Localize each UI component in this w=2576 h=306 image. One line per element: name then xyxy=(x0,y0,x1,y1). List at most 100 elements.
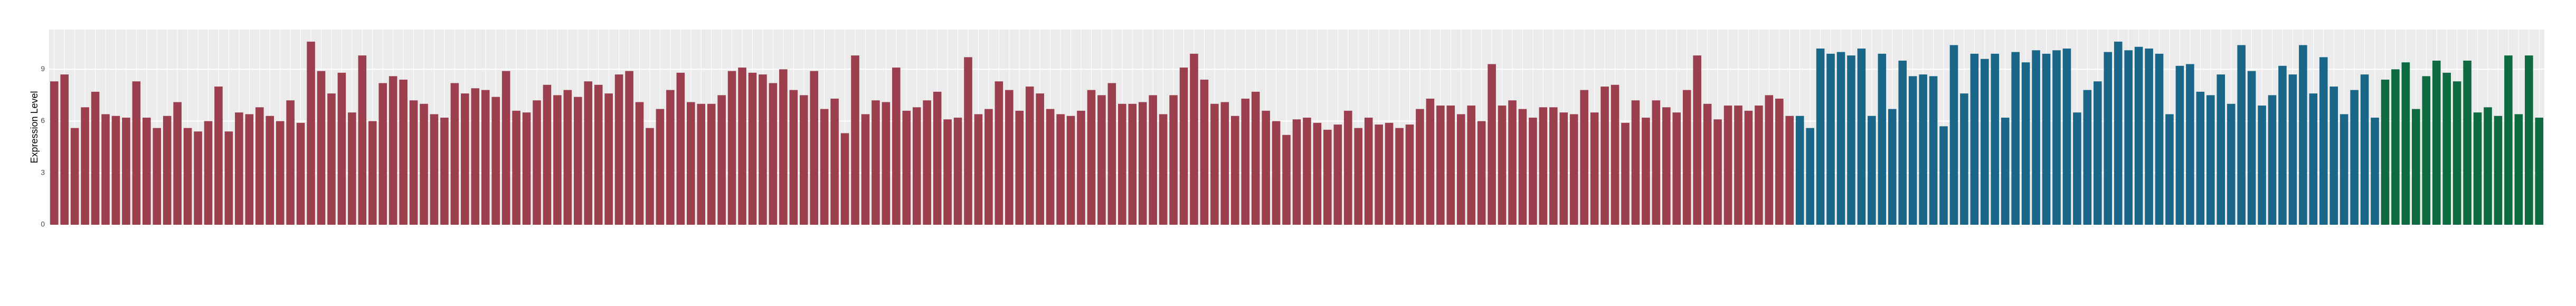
bar xyxy=(2514,114,2523,225)
bar xyxy=(132,81,141,225)
bar xyxy=(1631,100,1640,225)
bar xyxy=(1128,103,1137,225)
bar xyxy=(553,95,562,225)
bar xyxy=(1138,102,1147,225)
bar xyxy=(2032,50,2040,225)
bar xyxy=(676,72,685,225)
bar xyxy=(163,116,172,225)
bar xyxy=(1416,109,1424,225)
bar xyxy=(368,121,377,225)
bar xyxy=(173,102,182,225)
bar xyxy=(1354,128,1362,225)
bar xyxy=(604,93,613,225)
bar xyxy=(2422,76,2431,225)
bar xyxy=(2442,72,2451,225)
bar xyxy=(1929,76,1938,225)
bar xyxy=(656,109,665,225)
bar xyxy=(2175,65,2184,225)
bar xyxy=(194,131,202,225)
bar xyxy=(1087,90,1096,225)
bar xyxy=(1868,116,1876,225)
bar xyxy=(666,90,675,225)
bar xyxy=(1662,107,1671,225)
bar xyxy=(1529,117,1537,225)
bar xyxy=(779,69,788,225)
bar xyxy=(1467,106,1475,225)
bar xyxy=(358,55,367,225)
bar xyxy=(1385,122,1394,225)
bar xyxy=(810,71,819,225)
bar xyxy=(543,84,552,225)
bar xyxy=(2535,117,2544,225)
bar xyxy=(2329,87,2338,225)
bar xyxy=(2401,62,2410,225)
bar xyxy=(2134,46,2143,225)
bar xyxy=(2247,71,2256,225)
bar xyxy=(1046,109,1055,225)
bar xyxy=(882,102,891,225)
bar xyxy=(1652,100,1661,225)
bar xyxy=(2206,95,2215,225)
bar xyxy=(1262,110,1270,225)
bar xyxy=(245,114,254,225)
bar xyxy=(1508,100,1517,225)
bar xyxy=(1036,93,1044,225)
bar xyxy=(687,102,695,225)
bar xyxy=(1005,90,1014,225)
bar xyxy=(574,97,582,225)
bar xyxy=(2094,81,2102,225)
bar xyxy=(481,90,490,225)
bar xyxy=(1190,53,1198,225)
bar xyxy=(2484,107,2492,225)
bar xyxy=(1149,95,1157,225)
bar xyxy=(1488,64,1496,225)
bar xyxy=(2494,116,2503,225)
bar xyxy=(1847,55,1855,225)
bar xyxy=(2340,114,2348,225)
bar xyxy=(2463,60,2471,225)
bar xyxy=(625,71,633,225)
bar xyxy=(1077,110,1085,225)
bar xyxy=(1795,116,1804,225)
bar xyxy=(1693,55,1701,225)
bar xyxy=(1313,122,1322,225)
bar xyxy=(738,68,746,225)
bar xyxy=(1888,109,1897,225)
bar xyxy=(727,71,736,225)
bar xyxy=(183,128,192,225)
bar xyxy=(1282,135,1291,225)
bar xyxy=(2360,74,2369,225)
bar xyxy=(307,41,315,225)
bar xyxy=(1744,110,1753,225)
bar xyxy=(1097,95,1106,225)
bar xyxy=(995,81,1003,225)
bar xyxy=(1272,121,1281,225)
bar xyxy=(91,91,100,225)
bar xyxy=(1672,112,1681,225)
bar xyxy=(820,109,829,225)
bar xyxy=(2073,112,2081,225)
bar xyxy=(491,97,500,225)
bar xyxy=(1970,53,1979,225)
bar xyxy=(101,114,110,225)
bar xyxy=(1878,53,1887,225)
bar xyxy=(2237,45,2246,225)
bar xyxy=(1682,90,1691,225)
bar xyxy=(717,95,726,225)
bar xyxy=(1939,126,1948,225)
bar xyxy=(2011,52,2020,225)
bar xyxy=(1107,83,1116,225)
bar xyxy=(2432,60,2441,225)
bar xyxy=(327,93,336,225)
bar xyxy=(1118,103,1126,225)
bar xyxy=(1580,90,1588,225)
bar xyxy=(1723,106,1732,225)
bar xyxy=(1559,112,1568,225)
bar xyxy=(1056,114,1065,225)
bar xyxy=(522,112,531,225)
bar xyxy=(1025,87,1034,225)
bar xyxy=(235,112,243,225)
bar xyxy=(614,74,623,225)
bar xyxy=(1611,84,1620,225)
bar xyxy=(2124,50,2133,225)
